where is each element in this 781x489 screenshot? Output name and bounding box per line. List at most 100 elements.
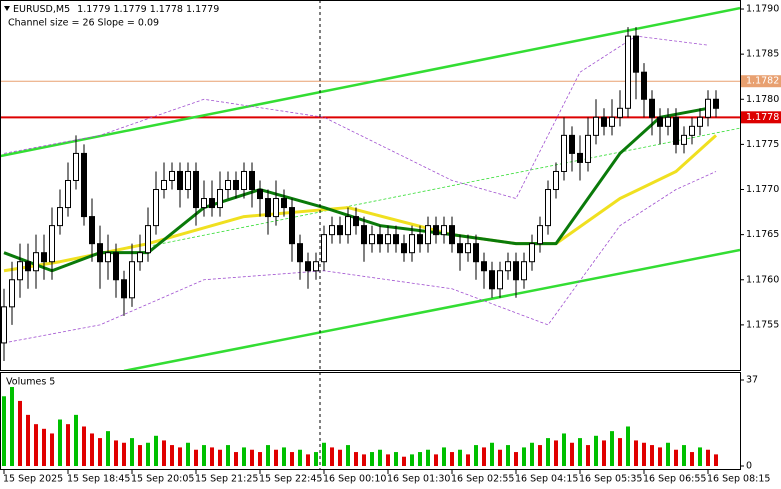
x-tick-label: 15 Sep 18:45: [67, 474, 130, 485]
volume-bar: [10, 386, 14, 466]
volume-bar: [426, 449, 430, 466]
x-tick-label: 16 Sep 02:55: [451, 474, 514, 485]
volume-bar: [346, 445, 350, 466]
candle-body: [73, 152, 79, 181]
candle-body: [617, 107, 623, 118]
volume-bar: [522, 447, 526, 466]
volume-bar: [634, 440, 638, 466]
candle-body: [625, 35, 631, 109]
candle-body: [433, 225, 439, 236]
volume-bar: [338, 449, 342, 466]
candle-body: [609, 116, 615, 127]
candle-body: [201, 198, 207, 209]
x-tick-label: 15 Sep 21:25: [195, 474, 258, 485]
candle-body: [553, 170, 559, 191]
candle-body: [393, 234, 399, 245]
volume-bar: [618, 438, 622, 466]
volume-bar: [658, 447, 662, 466]
y-tick-label: 1.1765: [746, 229, 779, 240]
candle-body: [121, 279, 127, 299]
x-tick-label: 16 Sep 08:15: [707, 474, 770, 485]
candle-body: [265, 198, 271, 218]
candle-body: [217, 189, 223, 209]
y-tick-label: 1.1755: [746, 319, 779, 330]
volume-bar: [146, 442, 150, 466]
quote-open: 1.1779: [77, 4, 110, 15]
volume-pane: [2, 386, 718, 466]
price-level-label: 1.1778: [746, 112, 779, 123]
candle-body: [385, 234, 391, 245]
volume-bar: [106, 431, 110, 466]
volume-bar: [210, 447, 214, 466]
volume-bar: [474, 445, 478, 466]
quote-close: 1.1779: [186, 4, 219, 15]
candle-body: [537, 225, 543, 245]
candle-body: [697, 116, 703, 127]
candle-body: [377, 234, 383, 245]
volume-bar: [202, 445, 206, 466]
volume-bar: [130, 438, 134, 466]
volume-bar: [66, 424, 70, 466]
price-level-box: [741, 111, 781, 124]
volume-bar: [242, 447, 246, 466]
candle-body: [569, 134, 575, 154]
volume-bar: [538, 445, 542, 466]
volume-bar: [682, 445, 686, 466]
volume-bar: [490, 442, 494, 466]
volume-bar: [666, 442, 670, 466]
volume-bar: [466, 454, 470, 466]
candle-body: [257, 189, 263, 200]
volume-bar: [42, 428, 46, 466]
volume-bar: [626, 426, 630, 466]
volume-bar: [714, 454, 718, 466]
volume-bar: [354, 452, 358, 466]
price-level-label: 1.1782: [746, 76, 779, 87]
y-tick-label: 1.1780: [746, 94, 779, 105]
candle-body: [313, 261, 319, 272]
candle-body: [153, 189, 159, 227]
candle-body: [289, 207, 295, 245]
volume-title: Volumes 5: [6, 377, 55, 388]
candle-body: [185, 170, 191, 191]
volume-tick-label: 37: [746, 375, 758, 386]
volume-bar: [362, 454, 366, 466]
candle-body: [417, 234, 423, 245]
x-tick-label: 16 Sep 01:30: [387, 474, 450, 485]
volume-bar: [298, 449, 302, 466]
candle-body: [225, 179, 231, 191]
price-frame: [0, 0, 741, 371]
volume-bar: [394, 452, 398, 466]
volume-bar: [194, 449, 198, 466]
candle-body: [233, 179, 239, 191]
candle-body: [457, 243, 463, 254]
volume-bar: [218, 449, 222, 466]
volume-bar: [402, 456, 406, 466]
price-pane: [0, 6, 740, 370]
volume-bar: [458, 449, 462, 466]
candle-body: [601, 116, 607, 127]
candle-body: [105, 252, 111, 263]
candle-body: [297, 243, 303, 263]
candle-body: [489, 270, 495, 290]
candle-body: [249, 170, 255, 191]
candle-body: [41, 252, 47, 263]
volume-bar: [650, 445, 654, 466]
symbol: EURUSD,M5: [13, 4, 70, 15]
volume-bar: [410, 454, 414, 466]
candle-body: [81, 152, 87, 218]
volume-bar: [498, 449, 502, 466]
volume-bar: [674, 449, 678, 466]
collapse-icon: [4, 6, 10, 11]
candle-body: [193, 170, 199, 209]
candle-body: [161, 179, 167, 191]
volume-tick-label: 0: [746, 461, 752, 472]
candle-body: [1, 306, 7, 344]
volume-bar: [234, 452, 238, 466]
candle-body: [241, 170, 247, 191]
candle-body: [137, 252, 143, 263]
indicator-line: [3, 171, 717, 344]
candle-body: [305, 261, 311, 272]
volume-bar: [330, 447, 334, 466]
volume-bar: [434, 454, 438, 466]
